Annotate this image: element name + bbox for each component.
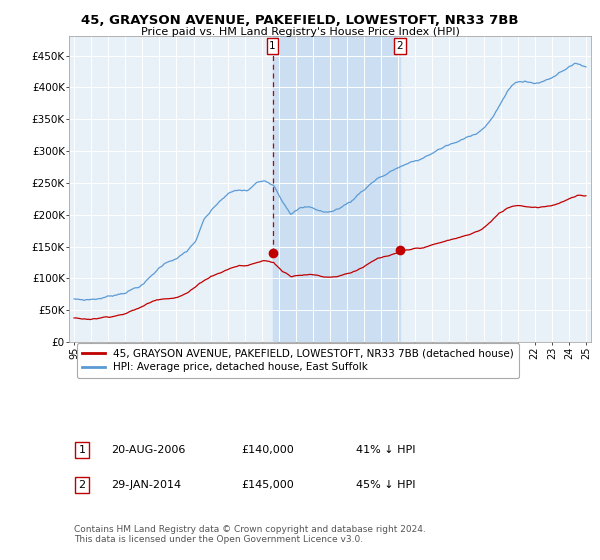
Text: 2: 2 [79,480,86,490]
Text: 20-AUG-2006: 20-AUG-2006 [111,445,185,455]
Text: £145,000: £145,000 [241,480,294,490]
Text: 1: 1 [269,41,276,51]
Text: Price paid vs. HM Land Registry's House Price Index (HPI): Price paid vs. HM Land Registry's House … [140,27,460,37]
Legend: 45, GRAYSON AVENUE, PAKEFIELD, LOWESTOFT, NR33 7BB (detached house), HPI: Averag: 45, GRAYSON AVENUE, PAKEFIELD, LOWESTOFT… [77,343,519,377]
Text: 29-JAN-2014: 29-JAN-2014 [111,480,181,490]
Text: 1: 1 [79,445,86,455]
Text: 41% ↓ HPI: 41% ↓ HPI [356,445,416,455]
Bar [272,36,400,342]
Text: 2: 2 [396,41,403,51]
Text: 45, GRAYSON AVENUE, PAKEFIELD, LOWESTOFT, NR33 7BB: 45, GRAYSON AVENUE, PAKEFIELD, LOWESTOFT… [81,14,519,27]
Text: Contains HM Land Registry data © Crown copyright and database right 2024.
This d: Contains HM Land Registry data © Crown c… [74,525,426,544]
Text: 45% ↓ HPI: 45% ↓ HPI [356,480,416,490]
Text: £140,000: £140,000 [241,445,294,455]
